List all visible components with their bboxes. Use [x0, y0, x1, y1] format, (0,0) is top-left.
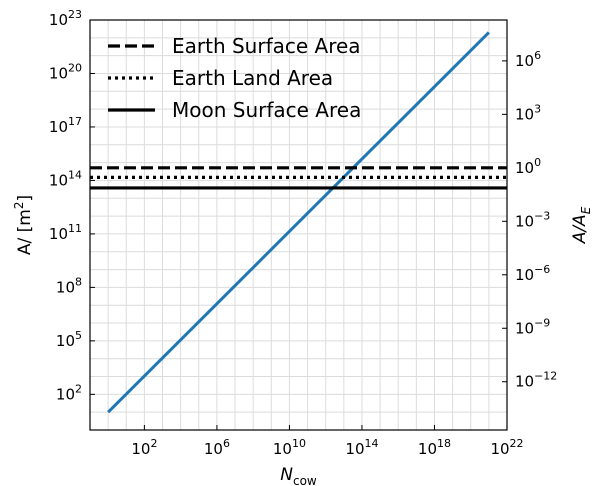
- x-axis-label: Ncow: [280, 465, 317, 486]
- x-tick-label: 1018: [418, 437, 451, 458]
- y-tick-label: 102: [56, 382, 82, 403]
- x-tick-label: 1014: [345, 437, 378, 458]
- x-tick-label: 102: [131, 437, 157, 458]
- x-tick-label: 1022: [490, 437, 523, 458]
- y-tick-label: 1011: [49, 222, 82, 243]
- y-tick-label: 1017: [49, 115, 82, 136]
- y-right-axis-label: A/AE: [570, 206, 593, 244]
- y-tick-label: 105: [56, 329, 82, 350]
- x-axis: 102 106 1010 1014 1018 1022: [131, 425, 524, 458]
- x-tick-label: 1010: [273, 437, 306, 458]
- legend-label: Earth Land Area: [172, 66, 333, 90]
- legend-label: Earth Surface Area: [172, 34, 361, 58]
- x-tick-label: 106: [204, 437, 230, 458]
- y-tick-label: 1014: [49, 168, 82, 189]
- legend-label: Moon Surface Area: [172, 98, 361, 122]
- series-line-n-cow: [107, 31, 490, 414]
- y-right-tick-label: 10−12: [515, 370, 557, 391]
- y-right-tick-label: 10−6: [515, 263, 550, 284]
- plot-area: [90, 31, 507, 414]
- y-axis-left: 102 105 108 1011 1014 1017 1020 1023: [49, 8, 95, 403]
- y-axis-label: A/ [m2]: [12, 195, 35, 255]
- plot-frame: [89, 19, 508, 431]
- legend: Earth Surface Area Earth Land Area Moon Su…: [108, 34, 361, 122]
- y-tick-label: 1020: [49, 61, 82, 82]
- y-tick-label: 108: [56, 275, 82, 296]
- y-right-tick-label: 10−3: [515, 209, 550, 230]
- y-tick-label: 1023: [49, 8, 82, 29]
- y-right-tick-label: 10−9: [515, 316, 550, 337]
- y-right-tick-label: 103: [515, 102, 541, 123]
- axis-labels: Ncow A/ [m2] A/AE: [12, 195, 593, 486]
- y-right-tick-label: 100: [515, 156, 541, 177]
- y-right-tick-label: 106: [515, 49, 541, 70]
- y-axis-right: 10−12 10−9 10−6 10−3 100 103 106: [502, 49, 557, 391]
